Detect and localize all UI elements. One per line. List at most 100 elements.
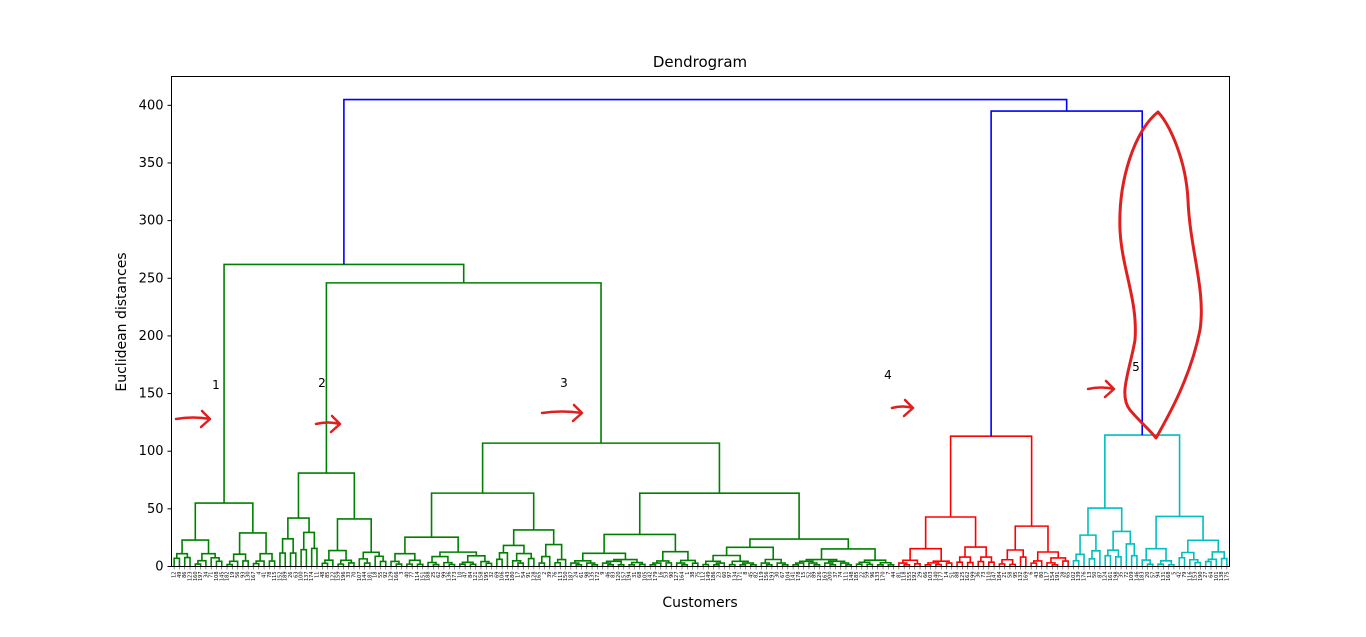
- leaf-label: 104: [785, 572, 791, 582]
- leaf-label: 60: [722, 572, 728, 578]
- leaf-label: 79: [1182, 572, 1188, 578]
- dendrogram-link: [1062, 560, 1069, 567]
- leaf-label: 134: [732, 572, 738, 582]
- leaf-label: 10: [457, 572, 463, 578]
- leaf-label: 110: [986, 572, 992, 582]
- leaf-label: 24: [574, 572, 580, 578]
- leaf-label: 191: [1055, 572, 1061, 582]
- leaf-label: 109: [1129, 572, 1135, 582]
- leaf-label: 17: [515, 572, 521, 578]
- leaf-label: 146: [1134, 572, 1140, 582]
- leaf-label: 200: [828, 572, 834, 582]
- leaf-label: 41: [262, 572, 268, 578]
- leaf-label: 51: [949, 572, 955, 578]
- leaf-label: 181: [367, 572, 373, 582]
- dendrogram-link: [379, 560, 387, 567]
- dendrogram-link: [1181, 551, 1195, 560]
- leaf-label: 35: [1119, 572, 1125, 578]
- leaf-label: 94: [1156, 572, 1162, 578]
- leaf-label: 74: [838, 572, 844, 578]
- leaf-label: 178: [796, 572, 802, 582]
- leaf-label: 154: [1050, 572, 1056, 582]
- dendrogram-link: [223, 263, 465, 504]
- leaf-label: 69: [494, 572, 500, 578]
- leaf-label: 29: [918, 572, 924, 578]
- leaf-label: 128: [531, 572, 537, 582]
- leaf-label: 7: [886, 572, 892, 575]
- leaf-label: 73: [981, 572, 987, 578]
- leaf-label: 26: [288, 572, 294, 578]
- annotation-loop: [1118, 110, 1203, 440]
- leaf-label: 185: [854, 572, 860, 582]
- y-axis-title: Euclidean distances: [114, 252, 130, 391]
- dendrogram-link: [302, 531, 316, 550]
- leaf-label: 4: [256, 572, 262, 575]
- dendrogram-link: [1145, 547, 1167, 561]
- leaf-label: 38: [690, 572, 696, 578]
- leaf-label: 43: [1034, 572, 1040, 578]
- dendrogram-link: [540, 555, 551, 567]
- leaf-label: 23: [717, 572, 723, 578]
- leaf-label: 58: [1007, 572, 1013, 578]
- leaf-label: 86: [182, 572, 188, 578]
- dendrogram-link: [966, 561, 974, 567]
- leaf-label: 192: [912, 572, 918, 582]
- dendrogram-link: [268, 560, 276, 567]
- leaf-label: 13: [1087, 572, 1093, 578]
- leaf-label: 33: [346, 572, 352, 578]
- x-axis-leaf-labels: 12 49 86 123 160 197 34 71 108 145 182 19 56 93 130 167…: [172, 566, 1230, 582]
- dendrogram-link: [1088, 558, 1096, 567]
- leaf-label: 53: [664, 572, 670, 578]
- dendrogram-link: [527, 557, 535, 567]
- leaf-label: 76: [553, 572, 559, 578]
- leaf-label: 89: [812, 572, 818, 578]
- leaf-label: 19: [230, 572, 236, 578]
- dendrogram-link: [1155, 515, 1204, 549]
- leaf-label: 5: [1171, 572, 1177, 575]
- dendrogram-link: [1141, 559, 1151, 567]
- leaf-label: 45: [748, 572, 754, 578]
- y-tick-label: 50: [147, 502, 164, 517]
- leaf-label: 129: [389, 572, 395, 582]
- leaf-label: 151: [420, 572, 426, 582]
- annotation-arrow: [540, 403, 584, 423]
- leaf-label: 34: [203, 572, 209, 578]
- dendrogram-link: [343, 98, 1068, 265]
- leaf-label: 162: [965, 572, 971, 582]
- dendrogram-link: [1036, 551, 1060, 561]
- leaf-label: 199: [970, 572, 976, 582]
- dendrogram-link: [363, 562, 371, 567]
- leaf-label: 184: [997, 572, 1003, 582]
- leaf-label: 118: [902, 572, 908, 582]
- dendrogram-link: [287, 517, 310, 539]
- leaf-label: 170: [881, 572, 887, 582]
- leaf-label: 1: [685, 572, 691, 575]
- leaf-label: 98: [584, 572, 590, 578]
- leaf-label: 8: [743, 572, 749, 575]
- leaf-label: 84: [468, 572, 474, 578]
- leaf-label: 168: [1166, 572, 1172, 582]
- leaf-label: 122: [330, 572, 336, 582]
- dendrogram-link: [691, 562, 699, 567]
- leaf-label: 67: [780, 572, 786, 578]
- leaf-label: 49: [177, 572, 183, 578]
- leaf-label: 194: [627, 572, 633, 582]
- dendrogram-link: [1104, 434, 1181, 517]
- annotation-label: 5: [1132, 360, 1140, 374]
- leaf-label: 83: [611, 572, 617, 578]
- leaf-label: 39: [547, 572, 553, 578]
- leaf-label: 187: [568, 572, 574, 582]
- leaf-label: 123: [188, 572, 194, 582]
- leaf-label: 96: [870, 572, 876, 578]
- dendrogram-link: [259, 552, 273, 562]
- dendrogram-link: [328, 549, 347, 561]
- leaf-label: 46: [605, 572, 611, 578]
- leaf-label: 155: [907, 572, 913, 582]
- leaf-label: 159: [336, 572, 342, 582]
- dendrogram-link: [336, 518, 372, 553]
- dendrogram-link: [1112, 530, 1132, 551]
- dendrogram-link: [215, 560, 223, 567]
- leaf-label: 75: [695, 572, 701, 578]
- y-tick-label: 250: [139, 271, 164, 286]
- leaf-label: 165: [537, 572, 543, 582]
